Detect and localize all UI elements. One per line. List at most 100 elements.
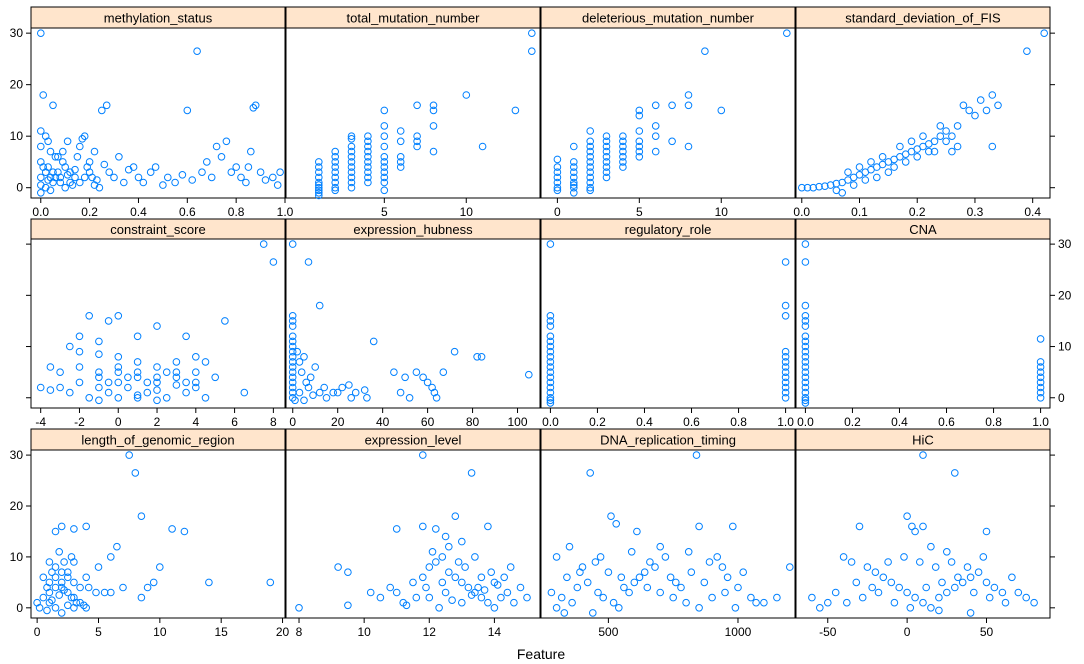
data-point	[801, 358, 810, 366]
data-point	[528, 29, 536, 38]
data-point	[493, 581, 502, 589]
data-point	[396, 153, 405, 161]
x-tick-label: 10	[153, 625, 167, 639]
data-point	[322, 394, 331, 402]
data-point	[635, 153, 644, 161]
data-point	[911, 527, 919, 536]
data-point	[602, 153, 611, 161]
data-point	[227, 168, 236, 176]
data-point	[76, 583, 84, 592]
data-point	[66, 342, 74, 351]
data-point	[347, 173, 356, 182]
data-point	[619, 132, 627, 140]
data-point	[57, 578, 66, 587]
panel-frame	[795, 449, 1051, 619]
data-point	[450, 347, 459, 356]
data-point	[1036, 394, 1045, 402]
data-point	[380, 106, 389, 115]
panel-regulatory-role: regulatory_role 0.0 0.2 0.4 0.6 0.8 1.0	[540, 218, 796, 429]
data-point	[419, 451, 427, 459]
data-point	[546, 358, 555, 366]
data-point	[288, 312, 297, 320]
data-point	[439, 368, 448, 377]
data-point	[781, 388, 790, 397]
data-point	[48, 596, 56, 605]
data-point	[419, 522, 427, 531]
data-point	[510, 598, 518, 607]
data-point	[64, 573, 72, 582]
data-point	[432, 525, 440, 533]
data-point	[37, 142, 45, 151]
data-point	[684, 91, 693, 99]
data-point	[44, 137, 52, 146]
panel-frame	[285, 27, 541, 199]
data-point	[635, 147, 644, 156]
data-point	[66, 168, 74, 176]
panel-frame	[30, 27, 286, 199]
data-point	[656, 542, 665, 551]
data-point	[133, 368, 142, 377]
data-point	[82, 573, 90, 582]
data-point	[553, 183, 562, 192]
data-point	[1036, 373, 1045, 382]
x-tick-label: 0	[904, 625, 911, 639]
data-point	[180, 527, 189, 536]
data-point	[832, 186, 841, 195]
data-point	[922, 583, 931, 592]
x-tick-label: -50	[819, 625, 837, 639]
data-point	[273, 181, 282, 189]
data-point	[528, 47, 536, 56]
y-tick-label: 30	[1058, 237, 1072, 251]
data-point	[172, 368, 181, 377]
data-point	[143, 583, 152, 592]
data-point	[773, 593, 781, 602]
data-point	[798, 183, 806, 192]
data-point	[347, 168, 356, 176]
data-point	[586, 158, 595, 166]
data-point	[801, 353, 810, 361]
data-point	[781, 358, 790, 366]
x-tick-label: 100	[508, 415, 528, 429]
data-point	[604, 568, 613, 577]
data-point	[826, 181, 835, 189]
panel-HiC: HiC -50 0 50	[795, 428, 1055, 639]
x-tick-label: 50	[980, 625, 994, 639]
data-point	[146, 168, 155, 176]
data-point	[94, 563, 103, 571]
data-point	[801, 394, 810, 402]
data-point	[855, 522, 864, 531]
data-point	[347, 135, 356, 143]
data-point	[441, 532, 450, 541]
data-point	[344, 568, 352, 577]
y-tick-label: 0	[1058, 391, 1065, 405]
data-point	[739, 568, 748, 577]
data-point	[331, 173, 340, 182]
data-point	[873, 173, 881, 182]
panel-title: CNA	[909, 222, 937, 237]
data-point	[607, 512, 615, 521]
data-point	[192, 378, 200, 387]
data-point	[546, 378, 555, 387]
data-point	[570, 183, 578, 192]
data-point	[70, 593, 78, 602]
x-tick-label: 10	[715, 205, 729, 219]
data-point	[801, 342, 810, 351]
data-point	[511, 106, 520, 115]
data-point	[334, 563, 342, 571]
data-point	[1036, 388, 1045, 397]
data-point	[57, 583, 66, 592]
data-point	[133, 332, 142, 341]
data-point	[801, 368, 810, 377]
data-point	[546, 383, 555, 392]
data-point	[467, 469, 476, 477]
y-tick-label: 20	[10, 499, 24, 513]
data-point	[1022, 593, 1030, 602]
data-point	[56, 383, 64, 392]
data-point	[801, 317, 810, 325]
data-point	[552, 553, 561, 561]
data-point	[46, 386, 55, 394]
data-point	[315, 158, 323, 166]
panel-title: deleterious_mutation_number	[582, 11, 755, 26]
data-point	[734, 583, 742, 592]
data-point	[269, 173, 277, 182]
